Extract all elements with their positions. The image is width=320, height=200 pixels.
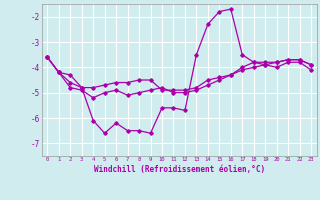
X-axis label: Windchill (Refroidissement éolien,°C): Windchill (Refroidissement éolien,°C) [94,165,265,174]
